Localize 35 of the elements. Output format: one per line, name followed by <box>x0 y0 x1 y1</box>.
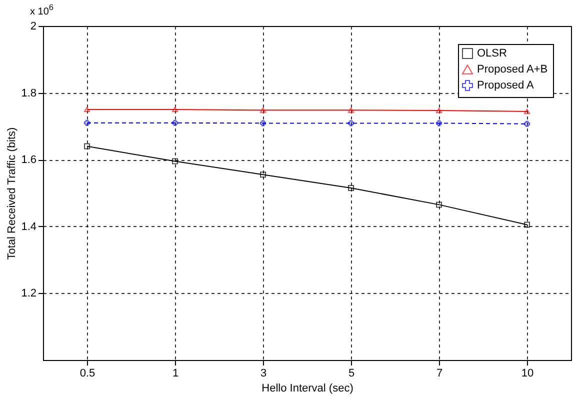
text: x 10$^{6}$ <box>30 2 54 18</box>
x-tick-label: 7 <box>436 368 443 380</box>
y-tick-label: 1.2 <box>21 288 36 300</box>
legend-label: OLSR <box>477 48 508 60</box>
point <box>84 120 90 126</box>
legend-label: Proposed A+B <box>477 64 548 76</box>
x-tick-label: 1 <box>172 368 179 380</box>
x-tick-label: 3 <box>260 368 267 380</box>
point <box>524 222 530 228</box>
point <box>172 158 178 164</box>
y-tick-label: 1.4 <box>21 220 36 233</box>
legend-label: Proposed A <box>477 80 535 92</box>
point <box>436 108 442 114</box>
point <box>84 106 90 112</box>
point <box>348 184 354 191</box>
point <box>436 202 442 208</box>
point <box>84 143 90 150</box>
y-axis-title: Total Received Traffic (bits) <box>6 127 18 260</box>
point <box>172 120 178 126</box>
point <box>348 120 354 126</box>
y-tick-label: 1.8 <box>21 87 36 100</box>
x-tick-label: 5 <box>348 368 355 380</box>
point <box>524 120 530 127</box>
y-tick-label: 2 <box>30 20 36 32</box>
point <box>436 120 442 126</box>
x-tick-label: 10 <box>521 368 534 380</box>
point <box>260 108 266 113</box>
point <box>260 172 266 178</box>
point <box>348 108 354 113</box>
x-axis-title: Hello Interval (sec) <box>262 382 354 394</box>
point <box>172 106 178 112</box>
x-tick-label: 0.5 <box>80 368 96 380</box>
point <box>524 108 530 114</box>
point <box>260 120 266 126</box>
y-tick-label: 1.6 <box>21 154 36 166</box>
